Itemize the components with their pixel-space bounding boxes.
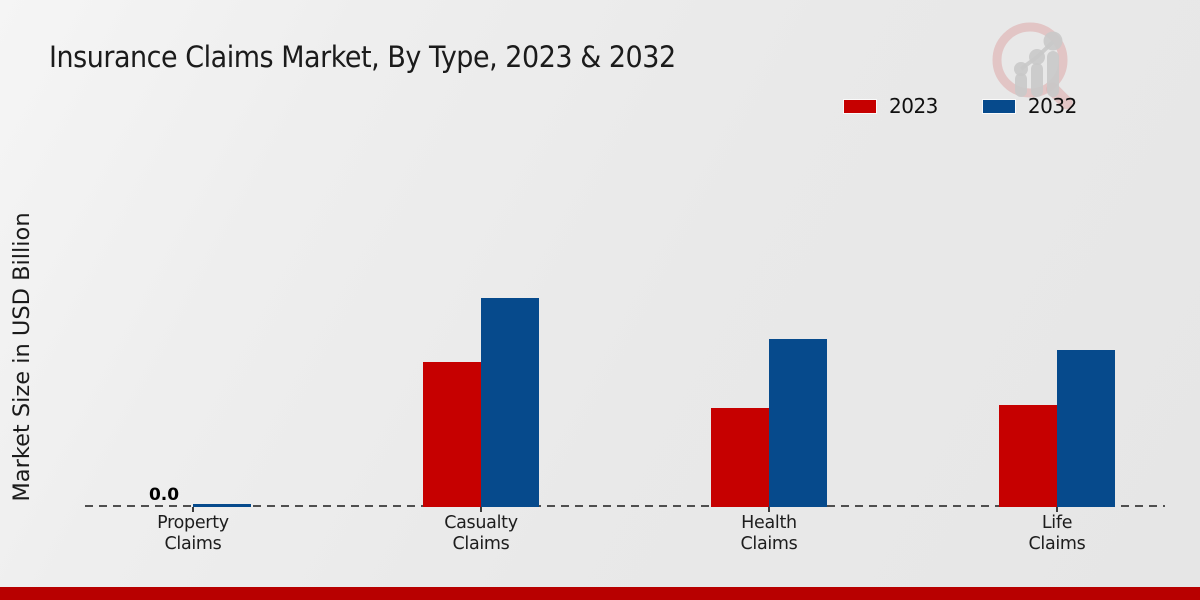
x-tick-life-claims xyxy=(1056,507,1058,512)
legend: 2023 2032 xyxy=(843,94,1077,118)
x-tick-label-property-claims: Property Claims xyxy=(157,513,229,554)
x-tick-casualty-claims xyxy=(480,507,482,512)
footer-accent-bar xyxy=(0,587,1200,600)
bar-2032-property-claims xyxy=(193,504,251,507)
bar-2023-life-claims xyxy=(999,405,1057,507)
bar-2032-life-claims xyxy=(1057,350,1115,507)
bar-2032-casualty-claims xyxy=(481,298,539,507)
legend-label-2023: 2023 xyxy=(889,94,938,118)
legend-swatch-2032 xyxy=(981,98,1016,114)
legend-item-2032: 2032 xyxy=(981,94,1077,118)
legend-item-2023: 2023 xyxy=(843,94,938,118)
x-tick-health-claims xyxy=(768,507,770,512)
legend-swatch-2023 xyxy=(843,98,877,114)
bar-2023-casualty-claims xyxy=(423,362,481,507)
x-axis-baseline xyxy=(85,505,1165,507)
x-tick-label-life-claims: Life Claims xyxy=(1028,513,1086,554)
bar-2023-health-claims xyxy=(711,408,769,507)
chart-title: Insurance Claims Market, By Type, 2023 &… xyxy=(49,40,676,74)
x-tick-label-health-claims: Health Claims xyxy=(740,513,798,554)
bar-2032-health-claims xyxy=(769,339,827,507)
magnifier-bar-chart-logo-icon xyxy=(992,22,1073,110)
x-tick-label-casualty-claims: Casualty Claims xyxy=(444,513,518,554)
data-label-zero: 0.0 xyxy=(148,485,180,505)
x-tick-property-claims xyxy=(192,507,194,512)
legend-label-2032: 2032 xyxy=(1027,94,1077,118)
